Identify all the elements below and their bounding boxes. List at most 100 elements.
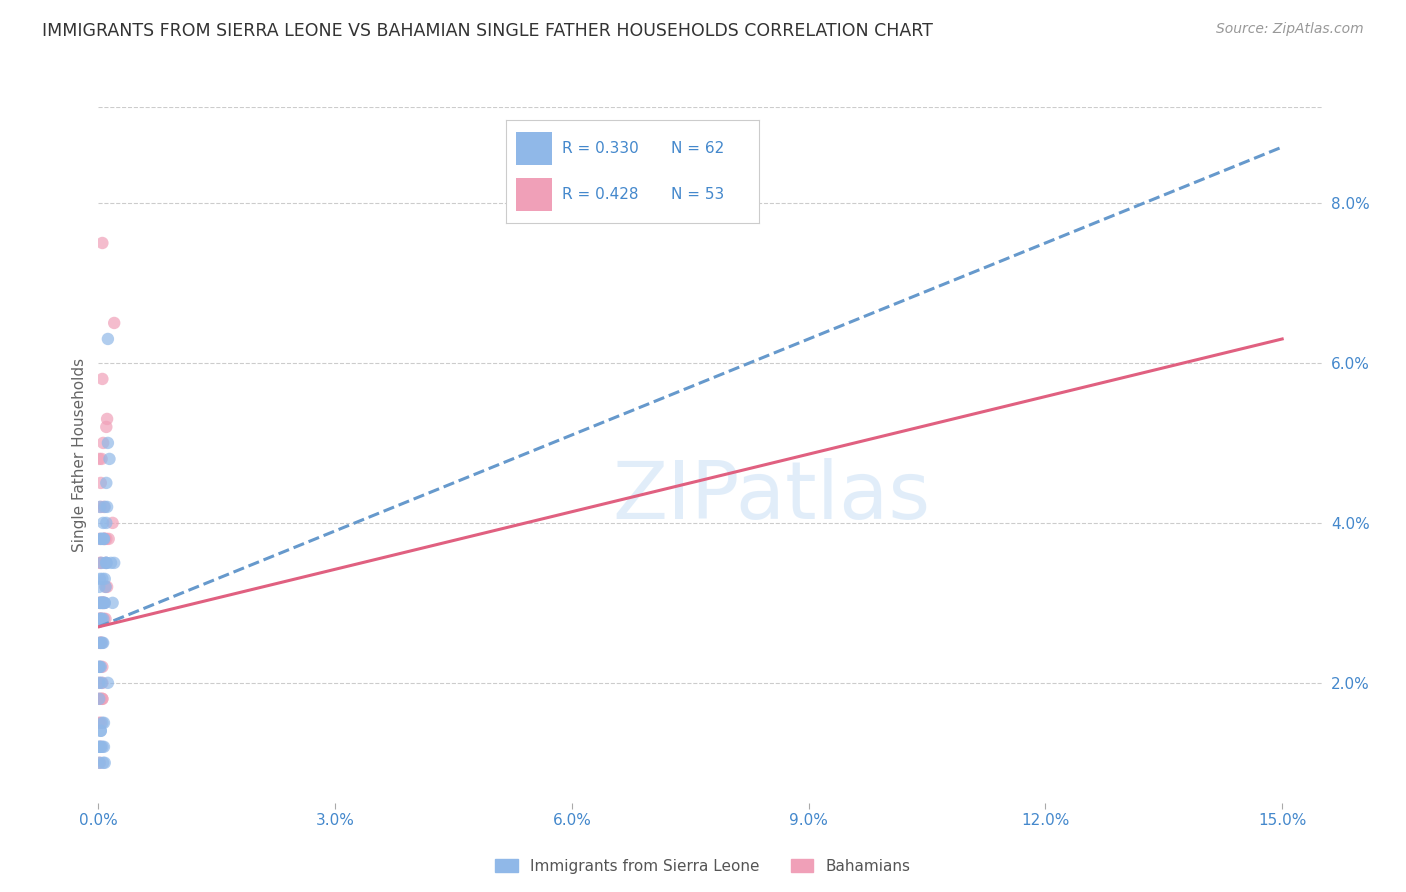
Y-axis label: Single Father Households: Single Father Households <box>72 358 87 552</box>
Point <box>91 596 114 610</box>
Point <box>93 572 115 586</box>
Point <box>93 739 115 754</box>
Point <box>90 715 112 730</box>
Text: Source: ZipAtlas.com: Source: ZipAtlas.com <box>1216 22 1364 37</box>
Point <box>91 756 114 770</box>
Point <box>91 636 114 650</box>
Point <box>89 572 111 586</box>
Point <box>94 580 117 594</box>
Point <box>89 676 111 690</box>
Point <box>96 516 118 530</box>
Point <box>97 532 120 546</box>
Text: R = 0.428: R = 0.428 <box>562 186 638 202</box>
Point <box>89 660 111 674</box>
Point <box>91 596 114 610</box>
Point <box>90 612 112 626</box>
Point <box>96 475 118 490</box>
Point <box>96 412 118 426</box>
Point <box>96 556 118 570</box>
Point <box>98 451 121 466</box>
Point <box>90 636 112 650</box>
Point <box>90 596 112 610</box>
Point <box>89 596 111 610</box>
FancyBboxPatch shape <box>516 132 551 164</box>
Point <box>101 516 124 530</box>
Point <box>93 756 115 770</box>
Point <box>89 715 111 730</box>
Point <box>89 636 111 650</box>
Point <box>103 316 125 330</box>
Point <box>96 556 118 570</box>
Point <box>90 532 112 546</box>
Point <box>93 532 115 546</box>
Point <box>89 756 111 770</box>
Point <box>91 436 114 450</box>
Point <box>93 596 115 610</box>
Point <box>97 436 120 450</box>
Point <box>89 612 111 626</box>
Point <box>91 235 114 250</box>
Point <box>91 596 114 610</box>
Point <box>91 596 114 610</box>
Point <box>90 612 112 626</box>
Point <box>89 660 111 674</box>
Point <box>90 739 112 754</box>
Point <box>97 676 120 690</box>
Point <box>89 739 111 754</box>
Point <box>89 612 111 626</box>
Point <box>96 580 118 594</box>
Point <box>89 596 111 610</box>
Point <box>90 612 112 626</box>
Point <box>91 572 114 586</box>
Point <box>89 660 111 674</box>
Point <box>90 660 112 674</box>
Point <box>89 691 111 706</box>
Text: R = 0.330: R = 0.330 <box>562 141 638 155</box>
Point <box>91 516 114 530</box>
Point <box>90 556 112 570</box>
Point <box>90 723 112 738</box>
Point <box>90 532 112 546</box>
Point <box>89 596 111 610</box>
Point <box>96 532 118 546</box>
Point <box>91 596 114 610</box>
Point <box>93 715 115 730</box>
Point <box>93 596 115 610</box>
Point <box>91 739 114 754</box>
Point <box>96 420 118 434</box>
Point <box>90 723 112 738</box>
Point <box>91 532 114 546</box>
FancyBboxPatch shape <box>516 178 551 211</box>
Point <box>90 612 112 626</box>
Point <box>89 596 111 610</box>
Point <box>91 372 114 386</box>
Point <box>90 596 112 610</box>
Point <box>89 580 111 594</box>
Point <box>93 596 115 610</box>
Point <box>93 532 115 546</box>
Point <box>94 556 117 570</box>
Point <box>91 636 114 650</box>
Point <box>90 636 112 650</box>
Point <box>97 332 120 346</box>
Point <box>96 556 118 570</box>
Text: ZIPatlas: ZIPatlas <box>612 458 931 536</box>
Point <box>91 596 114 610</box>
Text: N = 53: N = 53 <box>671 186 724 202</box>
Point <box>90 676 112 690</box>
Point <box>90 451 112 466</box>
Point <box>93 532 115 546</box>
Point <box>91 691 114 706</box>
Point <box>89 636 111 650</box>
Point <box>91 691 114 706</box>
Point <box>90 556 112 570</box>
Point <box>90 475 112 490</box>
Text: IMMIGRANTS FROM SIERRA LEONE VS BAHAMIAN SINGLE FATHER HOUSEHOLDS CORRELATION CH: IMMIGRANTS FROM SIERRA LEONE VS BAHAMIAN… <box>42 22 934 40</box>
Point <box>96 500 118 514</box>
Point <box>93 532 115 546</box>
Point <box>91 660 114 674</box>
Point <box>90 500 112 514</box>
Point <box>93 612 115 626</box>
Point <box>89 676 111 690</box>
Point <box>90 739 112 754</box>
